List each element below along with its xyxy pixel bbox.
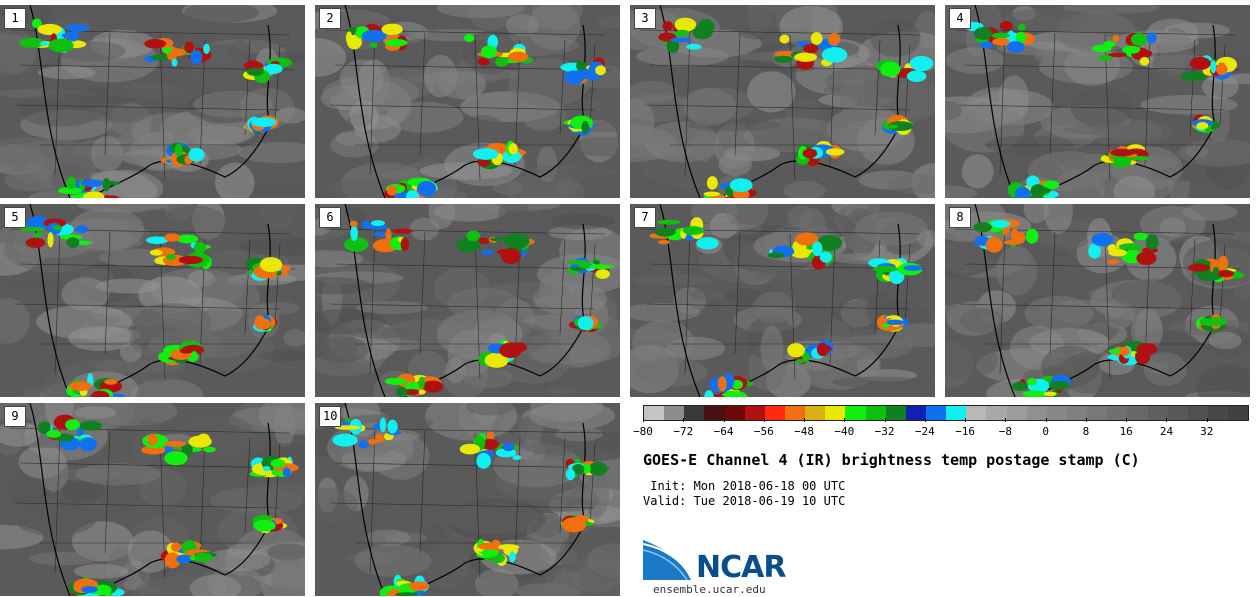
colorbar-swatch <box>724 406 745 420</box>
colorbar-tick-mark <box>643 418 644 422</box>
map-panel-7: 7 <box>630 204 935 397</box>
satellite-map <box>315 403 620 596</box>
satellite-map <box>0 5 305 198</box>
colorbar-tick-label: 8 <box>1082 425 1090 438</box>
panel-number-label: 1 <box>4 8 26 29</box>
colorbar-swatch <box>684 406 705 420</box>
colorbar-swatch <box>925 406 947 420</box>
colorbar-swatch <box>986 406 1007 420</box>
colorbar <box>643 405 1249 421</box>
satellite-map <box>945 204 1250 397</box>
colorbar-swatch <box>1167 406 1188 420</box>
map-panel-10: 10 <box>315 403 620 596</box>
panel-number-label: 8 <box>949 207 971 228</box>
colorbar-tick-mark <box>844 418 846 422</box>
panel-number-label: 10 <box>319 406 342 427</box>
colorbar-tick-mark <box>683 418 685 422</box>
map-panel-6: 6 <box>315 204 620 397</box>
colorbar-swatch <box>1147 406 1168 420</box>
panel-number-label: 2 <box>319 8 341 29</box>
colorbar-tick-label: 16 <box>1119 425 1133 438</box>
colorbar-swatch <box>1207 406 1229 420</box>
colorbar-swatch <box>764 406 785 420</box>
colorbar-tick-mark <box>1045 418 1047 422</box>
panel-number-label: 6 <box>319 207 341 228</box>
colorbar-swatch <box>1046 406 1067 420</box>
colorbar-tick-label: −64 <box>713 425 734 438</box>
colorbar-swatch <box>644 406 665 420</box>
map-panel-2: 2 <box>315 5 620 198</box>
panel-number-label: 3 <box>634 8 656 29</box>
colorbar-tick-mark <box>804 418 806 422</box>
satellite-map <box>630 204 935 397</box>
colorbar-swatch <box>784 406 806 420</box>
panel-number-label: 7 <box>634 207 656 228</box>
colorbar-tick-label: −8 <box>998 425 1013 438</box>
colorbar-swatch <box>885 406 906 420</box>
colorbar-swatch <box>1066 406 1088 420</box>
colorbar-tick-mark <box>723 418 725 422</box>
colorbar-tick-mark <box>884 418 886 422</box>
colorbar-swatch <box>704 406 725 420</box>
colorbar-tick-label: −32 <box>874 425 895 438</box>
colorbar-swatch <box>966 406 987 420</box>
colorbar-swatch <box>1228 406 1249 420</box>
colorbar-tick-label: −40 <box>834 425 855 438</box>
colorbar-tick-mark <box>1005 418 1007 422</box>
ncar-logo-text: NCAR <box>696 550 786 585</box>
colorbar-tick-label: 32 <box>1200 425 1214 438</box>
colorbar-swatch <box>1107 406 1128 420</box>
satellite-map <box>630 5 935 198</box>
colorbar-swatch <box>1187 406 1208 420</box>
satellite-map <box>0 204 305 397</box>
colorbar-swatch <box>805 406 826 420</box>
panel-number-label: 9 <box>4 406 26 427</box>
colorbar-tick-mark <box>763 418 765 422</box>
colorbar-tick-label: −80 <box>633 425 653 438</box>
colorbar-swatch <box>1026 406 1047 420</box>
map-panel-8: 8 <box>945 204 1250 397</box>
colorbar-swatch <box>825 406 846 420</box>
colorbar-tick-mark <box>924 418 926 422</box>
colorbar-tick-mark <box>1085 418 1087 422</box>
init-time: Init: Mon 2018-06-18 00 UTC <box>643 479 846 493</box>
colorbar-swatch <box>845 406 866 420</box>
panel-number-label: 5 <box>4 207 26 228</box>
colorbar-tick-mark <box>1166 418 1168 422</box>
colorbar-tick-label: 0 <box>1042 425 1049 438</box>
colorbar-tick-label: −72 <box>673 425 694 438</box>
map-panel-3: 3 <box>630 5 935 198</box>
colorbar-swatch <box>1087 406 1108 420</box>
colorbar-tick-label: 24 <box>1159 425 1174 438</box>
map-panel-9: 9 <box>0 403 305 596</box>
colorbar-tick-mark <box>1126 418 1128 422</box>
panel-number-label: 4 <box>949 8 971 29</box>
colorbar-tick-label: −56 <box>753 425 774 438</box>
colorbar-swatch <box>1006 406 1027 420</box>
figure-title: GOES-E Channel 4 (IR) brightness temp po… <box>643 451 1140 469</box>
colorbar-swatch <box>946 406 967 420</box>
valid-time: Valid: Tue 2018-06-19 10 UTC <box>643 494 846 508</box>
colorbar-tick-label: −24 <box>914 425 935 438</box>
satellite-map <box>0 403 305 596</box>
map-panel-4: 4 <box>945 5 1250 198</box>
colorbar-swatch <box>1127 406 1148 420</box>
colorbar-tick-mark <box>1206 418 1208 422</box>
colorbar-swatch <box>664 406 685 420</box>
map-panel-1: 1 <box>0 5 305 198</box>
colorbar-swatch <box>865 406 886 420</box>
colorbar-tick-label: −48 <box>794 425 814 438</box>
site-url: ensemble.ucar.edu <box>653 583 766 596</box>
colorbar-tick-label: −16 <box>955 425 976 438</box>
colorbar-swatch <box>905 406 926 420</box>
satellite-map <box>315 5 620 198</box>
colorbar-swatch <box>744 406 765 420</box>
colorbar-tick-mark <box>965 418 967 422</box>
ncar-logo-icon <box>643 540 692 581</box>
colorbar-ticks: −80 −72 −64 −56 −48 −40 −32 −24 −16 −8 0 8 16 24 32 <box>633 418 1247 440</box>
satellite-map <box>945 5 1250 198</box>
satellite-map <box>315 204 620 397</box>
map-panel-5: 5 <box>0 204 305 397</box>
